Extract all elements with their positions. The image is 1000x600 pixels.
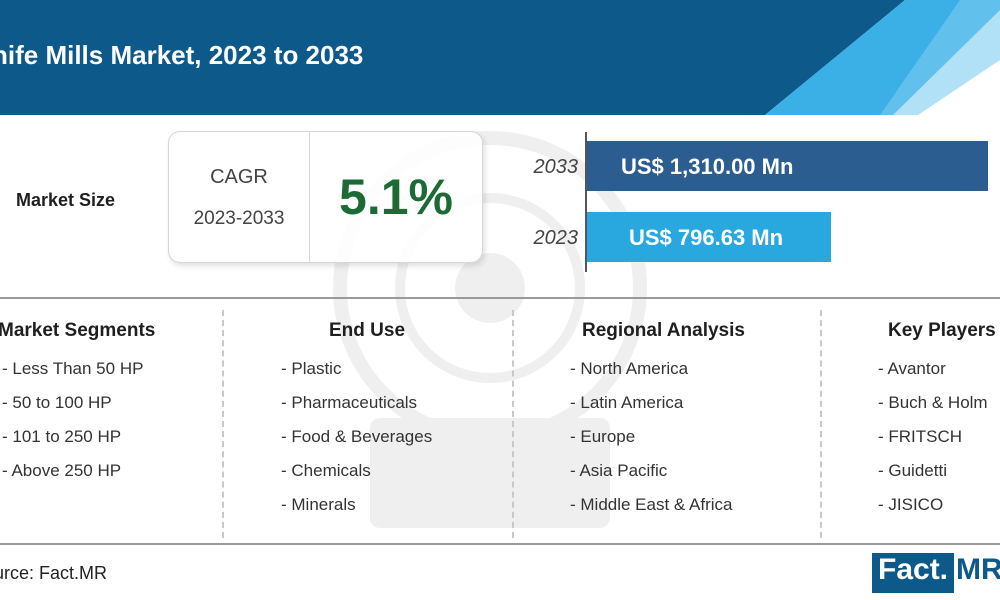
regional-analysis-column: Regional Analysis - North America - Lati…	[570, 320, 745, 522]
bar-value-label: US$ 1,310.00 Mn	[621, 154, 793, 179]
column-divider	[820, 310, 822, 538]
market-segments-column: Market Segments - Less Than 50 HP - 50 t…	[0, 320, 155, 488]
cagr-label: CAGR	[210, 166, 268, 188]
list-item: - North America	[570, 359, 689, 378]
bar-value-label: US$ 796.63 Mn	[629, 225, 783, 250]
header-banner: nife Mills Market, 2023 to 2033	[0, 0, 1000, 115]
list-item: - Minerals	[281, 495, 356, 514]
list-item: - Plastic	[281, 359, 342, 378]
market-size-bar-chart: 2033 US$ 1,310.00 Mn 2023 US$ 796.63 Mn	[533, 132, 988, 272]
bar-category-label: 2023	[533, 227, 579, 249]
source-text: urce: Fact.MR	[0, 563, 108, 583]
list-item: - 50 to 100 HP	[2, 393, 112, 412]
list-item: - Food & Beverages	[281, 427, 433, 446]
market-size-label: Market Size	[16, 190, 116, 210]
segments-divider	[0, 297, 1000, 299]
logo-left-part: Fact.	[872, 553, 955, 593]
factmr-logo: Fact. MR	[872, 553, 1000, 593]
list-item: - Guidetti	[878, 461, 947, 480]
cagr-period: 2023-2033	[193, 208, 285, 229]
watermark-machine-image	[333, 131, 647, 528]
cagr-value: 5.1%	[339, 169, 453, 225]
market-segments-title: Market Segments	[0, 320, 156, 341]
key-players-title: Key Players	[888, 320, 996, 341]
end-use-column: End Use - Plastic - Pharmaceuticals - Fo…	[281, 320, 432, 522]
end-use-title: End Use	[329, 320, 406, 341]
footer-divider	[0, 543, 1000, 545]
key-players-column: Key Players - Avantor - Buch & Holm - FR…	[878, 320, 996, 522]
list-item: - Avantor	[878, 359, 946, 378]
list-item: - Buch & Holm	[878, 393, 988, 412]
list-item: - Less Than 50 HP	[2, 359, 144, 378]
list-item: - 101 to 250 HP	[2, 427, 122, 446]
list-item: - Europe	[570, 427, 636, 446]
bar-2023	[587, 212, 831, 262]
list-item: - FRITSCH	[878, 427, 963, 446]
list-item: - Latin America	[570, 393, 684, 412]
list-item: - Chemicals	[281, 461, 371, 480]
list-item: - Asia Pacific	[570, 461, 668, 480]
bar-category-label: 2033	[533, 156, 579, 178]
list-item: - JISICO	[878, 495, 944, 514]
column-divider	[222, 310, 224, 538]
column-divider	[512, 310, 514, 538]
cagr-box: CAGR 2023-2033 5.1%	[168, 131, 483, 263]
cagr-divider	[309, 132, 310, 262]
list-item: - Above 250 HP	[2, 461, 122, 480]
page-title: nife Mills Market, 2023 to 2033	[0, 40, 364, 70]
logo-right-part: MR	[956, 553, 1000, 586]
list-item: - Middle East & Africa	[570, 495, 733, 514]
header-background	[0, 0, 1000, 115]
bar-2033	[587, 141, 988, 191]
list-item: - Pharmaceuticals	[281, 393, 418, 412]
regional-analysis-title: Regional Analysis	[582, 320, 745, 341]
